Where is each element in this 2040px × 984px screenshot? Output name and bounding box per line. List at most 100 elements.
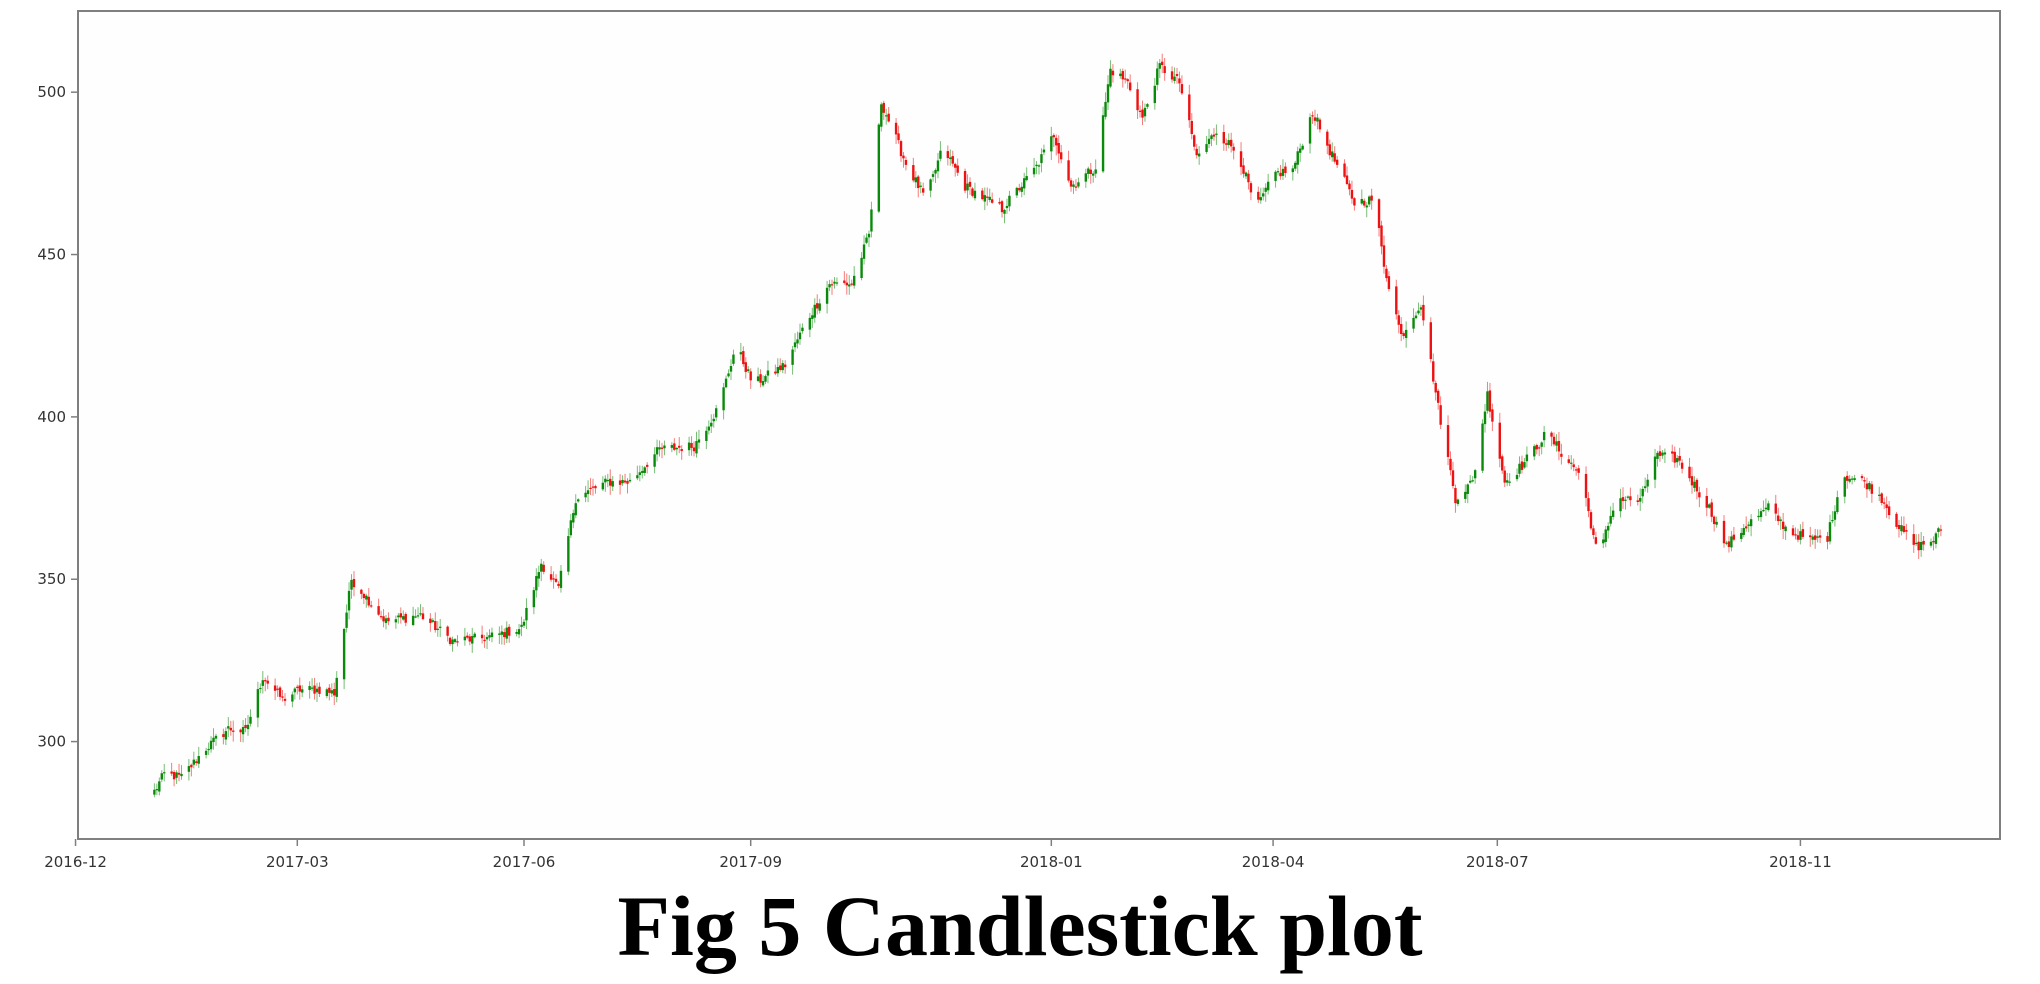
candle xyxy=(1725,540,1728,546)
candle-body xyxy=(1727,541,1731,547)
candle-body xyxy=(1584,473,1588,498)
candle-body xyxy=(594,486,597,489)
candle-body xyxy=(1247,173,1250,183)
candle xyxy=(1161,53,1164,74)
candle-body xyxy=(505,627,508,639)
candle-body xyxy=(209,740,213,750)
candle xyxy=(1296,146,1299,174)
candle xyxy=(1158,59,1161,78)
y-tick-label: 500 xyxy=(37,83,66,101)
candle xyxy=(1227,133,1230,149)
candle xyxy=(1400,317,1403,342)
candle-body xyxy=(1868,482,1871,490)
candle xyxy=(1932,536,1935,551)
candle-body xyxy=(1730,536,1733,548)
candle-body xyxy=(1367,196,1371,205)
candle-body xyxy=(298,685,301,692)
candle xyxy=(1345,166,1349,186)
candle xyxy=(1225,138,1228,151)
candle-body xyxy=(1915,542,1918,545)
candle xyxy=(1382,235,1386,274)
candles xyxy=(153,53,1943,798)
candle-body xyxy=(1540,442,1543,447)
candle-body xyxy=(1629,496,1632,501)
candle xyxy=(360,588,363,600)
candle xyxy=(1540,441,1543,455)
candle-body xyxy=(488,635,491,638)
candle-body xyxy=(532,590,536,608)
candle-body xyxy=(549,574,553,580)
x-tick-label: 2018-01 xyxy=(1020,853,1083,871)
candle-body xyxy=(727,373,730,377)
candle-body xyxy=(1257,191,1260,200)
candle-body xyxy=(1732,534,1736,540)
candle-body xyxy=(1301,145,1304,150)
candle-body xyxy=(453,639,457,643)
candle-body xyxy=(1128,82,1132,91)
candle-body xyxy=(318,686,321,694)
candle-body xyxy=(301,689,304,693)
candle xyxy=(1363,198,1366,208)
candle xyxy=(278,685,282,701)
candle xyxy=(1900,516,1903,536)
candle-body xyxy=(281,696,284,698)
candle xyxy=(1422,295,1425,326)
candle xyxy=(1929,538,1933,548)
candle-body xyxy=(606,479,609,482)
candle-body xyxy=(1276,171,1280,173)
candle xyxy=(584,485,587,503)
candle-body xyxy=(1092,173,1095,176)
candle xyxy=(1138,105,1142,118)
candle xyxy=(966,174,969,199)
candle-body xyxy=(1101,115,1105,172)
candle-body xyxy=(793,342,797,348)
candle-body xyxy=(983,195,986,202)
candle-body xyxy=(1050,136,1053,152)
candle-body xyxy=(1922,540,1925,545)
candle xyxy=(710,414,713,434)
candle-body xyxy=(397,615,400,618)
candle-body xyxy=(411,615,415,626)
candle xyxy=(1833,505,1837,527)
candle xyxy=(1602,533,1605,549)
candle-body xyxy=(1188,94,1191,121)
candle xyxy=(1661,450,1664,459)
candle xyxy=(1863,476,1866,488)
candle xyxy=(1560,443,1563,465)
candle xyxy=(1215,124,1218,145)
candle xyxy=(1626,495,1630,500)
candle-body xyxy=(1141,109,1144,118)
candle-body xyxy=(1905,530,1908,532)
candle-body xyxy=(1643,486,1647,489)
candle-body xyxy=(1279,172,1282,177)
candle xyxy=(158,777,161,796)
candle xyxy=(1515,468,1519,482)
candle xyxy=(1232,143,1235,160)
candle-body xyxy=(293,688,297,693)
candle xyxy=(508,624,511,643)
candle xyxy=(1503,466,1506,488)
candle xyxy=(1018,183,1021,193)
candle xyxy=(318,682,321,698)
candle-body xyxy=(1882,502,1886,504)
candle xyxy=(601,476,605,492)
candle-body xyxy=(1759,511,1763,518)
candle xyxy=(1853,474,1856,482)
candle xyxy=(532,587,536,615)
candle xyxy=(1572,458,1575,472)
candle-body xyxy=(1281,168,1285,176)
candle-body xyxy=(1764,507,1768,510)
candle-body xyxy=(379,616,383,618)
candle xyxy=(207,742,210,755)
candle xyxy=(793,333,797,353)
candle-body xyxy=(1193,135,1196,147)
candle xyxy=(1592,525,1595,540)
candle-body xyxy=(1057,142,1060,154)
candle-body xyxy=(347,590,351,611)
candle-body xyxy=(1466,484,1469,494)
candle-body xyxy=(1708,504,1711,508)
candle xyxy=(155,783,159,796)
candle-body xyxy=(172,772,176,780)
candle-body xyxy=(655,447,659,455)
candle xyxy=(1715,516,1718,528)
